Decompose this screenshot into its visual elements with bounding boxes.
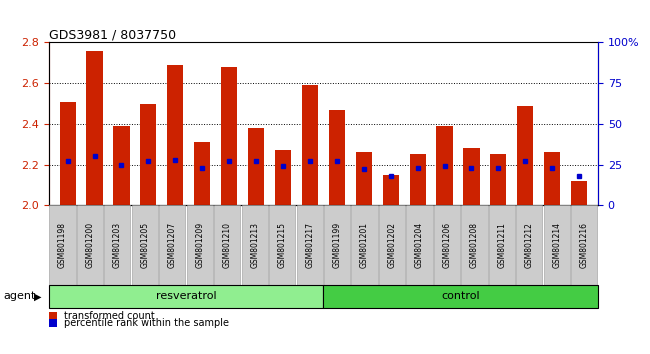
Text: GSM801201: GSM801201: [360, 222, 369, 268]
Bar: [194, 142, 211, 205]
Text: GSM801204: GSM801204: [415, 222, 424, 268]
Bar: [167, 65, 183, 205]
Bar: [248, 128, 264, 205]
Text: percentile rank within the sample: percentile rank within the sample: [64, 318, 229, 328]
Bar: [86, 51, 103, 205]
Text: GSM801208: GSM801208: [470, 222, 479, 268]
Text: GSM801206: GSM801206: [443, 222, 452, 268]
Bar: [140, 103, 157, 205]
Bar: [383, 175, 398, 205]
Bar: [410, 154, 426, 205]
Text: GSM801217: GSM801217: [305, 222, 314, 268]
Text: GSM801199: GSM801199: [333, 222, 342, 268]
Text: agent: agent: [3, 291, 36, 302]
Text: GSM801215: GSM801215: [278, 222, 287, 268]
Text: GSM801211: GSM801211: [497, 222, 506, 268]
Bar: [436, 126, 452, 205]
Bar: [275, 150, 291, 205]
Text: GSM801198: GSM801198: [58, 222, 67, 268]
Text: transformed count: transformed count: [64, 311, 155, 321]
Text: GSM801212: GSM801212: [525, 222, 534, 268]
Bar: [113, 126, 129, 205]
Bar: [517, 105, 534, 205]
Bar: [463, 148, 480, 205]
Text: GSM801210: GSM801210: [223, 222, 232, 268]
Bar: [571, 181, 587, 205]
Bar: [221, 67, 237, 205]
Text: GSM801216: GSM801216: [580, 222, 589, 268]
Text: GSM801203: GSM801203: [113, 222, 122, 268]
Bar: [60, 102, 75, 205]
Text: GSM801209: GSM801209: [195, 222, 204, 268]
Text: GSM801207: GSM801207: [168, 222, 177, 268]
Bar: [544, 153, 560, 205]
Text: GSM801214: GSM801214: [552, 222, 562, 268]
Bar: [329, 110, 345, 205]
Text: GSM801213: GSM801213: [250, 222, 259, 268]
Text: GSM801205: GSM801205: [140, 222, 150, 268]
Bar: [356, 153, 372, 205]
Bar: [490, 154, 506, 205]
Bar: [302, 85, 318, 205]
Text: GSM801202: GSM801202: [387, 222, 396, 268]
Text: control: control: [441, 291, 480, 302]
Text: GDS3981 / 8037750: GDS3981 / 8037750: [49, 28, 176, 41]
Text: resveratrol: resveratrol: [156, 291, 216, 302]
Text: GSM801200: GSM801200: [85, 222, 94, 268]
Text: ▶: ▶: [34, 291, 42, 302]
